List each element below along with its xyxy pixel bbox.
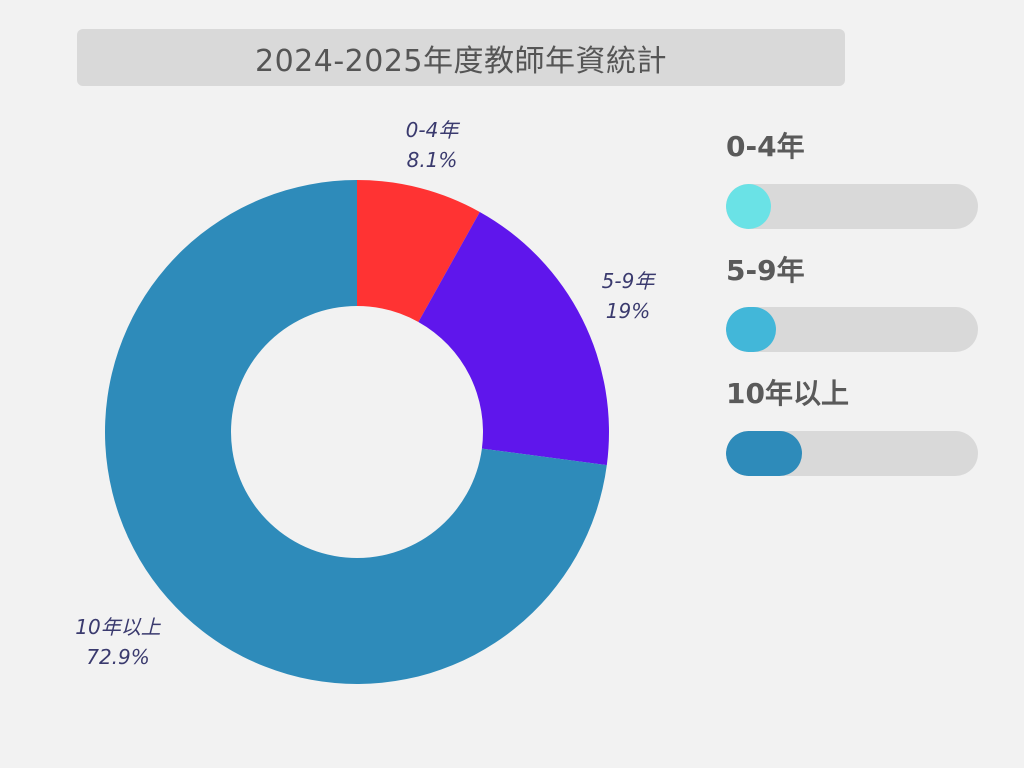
legend-fill-5-9 xyxy=(726,307,777,352)
slice-label-10年以上: 10年以上 xyxy=(75,615,161,639)
legend-label-0-4: 0-4年 xyxy=(726,130,805,163)
legend-track-10-plus xyxy=(726,431,978,476)
chart-title: 2024-2025年度教師年資統計 xyxy=(254,43,668,79)
legend-track-5-9 xyxy=(726,307,978,352)
title-bar: 2024-2025年度教師年資統計 xyxy=(77,29,845,86)
slice-value-5-9年: 19% xyxy=(606,299,650,323)
slice-value-10年以上: 72.9% xyxy=(86,645,150,669)
slice-label-0-4年: 0-4年 xyxy=(406,118,461,142)
legend-track-0-4 xyxy=(726,184,978,229)
slice-label-5-9年: 5-9年 xyxy=(602,269,657,293)
slice-10年以上 xyxy=(105,180,607,684)
slice-value-0-4年: 8.1% xyxy=(407,148,458,172)
legend-label-5-9: 5-9年 xyxy=(726,254,805,287)
legend-fill-0-4 xyxy=(726,184,772,229)
slice-5-9年 xyxy=(418,211,609,466)
slice-0-4年 xyxy=(357,180,480,322)
legend-label-10-plus: 10年以上 xyxy=(726,377,849,410)
legend-fill-10-plus xyxy=(726,431,802,476)
